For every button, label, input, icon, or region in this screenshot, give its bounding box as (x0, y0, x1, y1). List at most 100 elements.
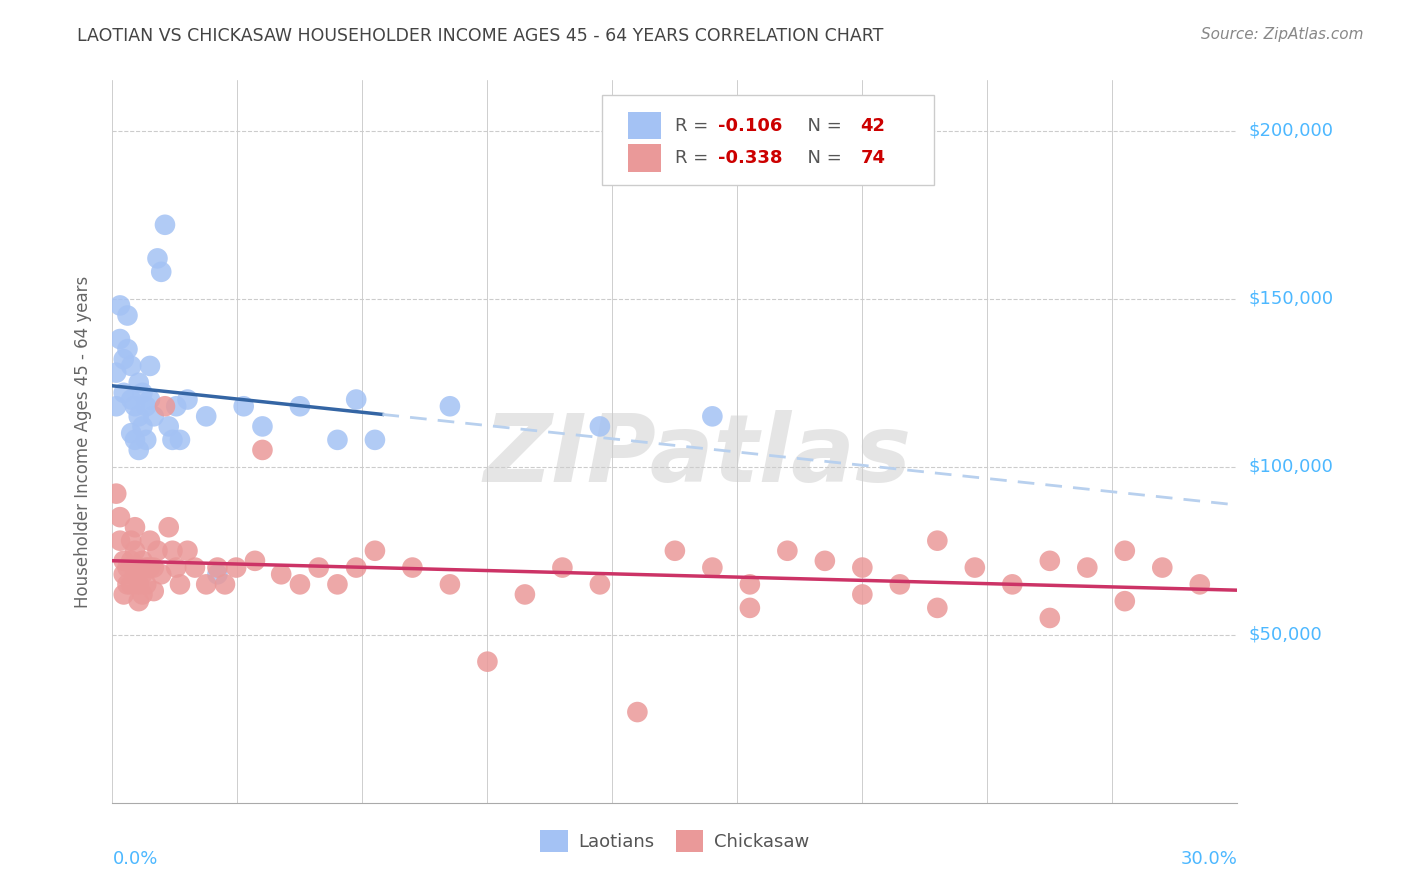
Text: N =: N = (796, 149, 848, 167)
Point (105, 366, 128, 380)
Point (169, 433, 191, 447)
Point (131, 554, 153, 568)
Text: 30.0%: 30.0% (1181, 850, 1237, 868)
Point (120, 577, 142, 591)
Point (135, 577, 157, 591)
Point (963, 560, 986, 574)
Point (124, 433, 146, 447)
Point (513, 587, 536, 601)
Point (176, 543, 198, 558)
Point (131, 419, 153, 434)
Point (1114, 543, 1136, 558)
Text: $50,000: $50,000 (1249, 626, 1322, 644)
Point (142, 409, 165, 424)
Point (288, 399, 311, 413)
Point (117, 560, 139, 574)
Text: R =: R = (675, 117, 714, 135)
Point (128, 442, 150, 457)
Text: Source: ZipAtlas.com: Source: ZipAtlas.com (1201, 27, 1364, 42)
Legend: Laotians, Chickasaw: Laotians, Chickasaw (533, 822, 817, 859)
Point (664, 543, 686, 558)
Text: -0.338: -0.338 (717, 149, 782, 167)
Point (112, 352, 135, 367)
Point (112, 567, 135, 582)
Point (128, 577, 150, 591)
Point (120, 533, 142, 548)
Point (344, 560, 367, 574)
Point (142, 560, 165, 574)
Point (326, 577, 349, 591)
Point (270, 567, 292, 582)
Point (124, 543, 146, 558)
Point (1039, 611, 1062, 625)
Point (117, 342, 139, 356)
Point (157, 520, 180, 534)
Point (153, 399, 176, 413)
Point (108, 510, 131, 524)
Point (1114, 594, 1136, 608)
Point (589, 419, 612, 434)
Text: 42: 42 (860, 117, 886, 135)
Point (120, 426, 142, 441)
Point (243, 554, 266, 568)
Point (308, 560, 330, 574)
Point (477, 655, 499, 669)
Point (184, 560, 207, 574)
Point (232, 399, 254, 413)
Point (157, 419, 180, 434)
Point (927, 600, 949, 615)
Point (162, 543, 184, 558)
Text: -0.106: -0.106 (717, 117, 782, 135)
Point (702, 409, 724, 424)
Point (738, 600, 761, 615)
Text: $200,000: $200,000 (1249, 121, 1333, 140)
FancyBboxPatch shape (602, 95, 934, 185)
Point (131, 567, 153, 582)
Text: $150,000: $150,000 (1249, 290, 1333, 308)
Point (139, 359, 162, 373)
Point (131, 385, 153, 400)
Point (135, 433, 157, 447)
Point (214, 577, 236, 591)
Point (702, 560, 724, 574)
Point (889, 577, 911, 591)
Point (252, 442, 274, 457)
Point (146, 252, 169, 266)
Point (150, 265, 173, 279)
Point (117, 577, 139, 591)
Point (139, 533, 162, 548)
Point (176, 392, 198, 407)
Point (207, 560, 229, 574)
Point (207, 567, 229, 582)
Point (117, 309, 139, 323)
Point (1076, 560, 1098, 574)
Point (146, 543, 169, 558)
Point (131, 587, 153, 601)
Point (139, 392, 162, 407)
Point (165, 560, 187, 574)
Text: LAOTIAN VS CHICKASAW HOUSEHOLDER INCOME AGES 45 - 64 YEARS CORRELATION CHART: LAOTIAN VS CHICKASAW HOUSEHOLDER INCOME … (77, 27, 884, 45)
Text: ZIPatlas: ZIPatlas (484, 410, 911, 502)
Point (162, 433, 184, 447)
Point (738, 577, 761, 591)
Point (814, 554, 837, 568)
Point (112, 385, 135, 400)
Point (195, 409, 218, 424)
Point (851, 587, 873, 601)
Point (551, 560, 574, 574)
Point (108, 332, 131, 346)
Point (1152, 560, 1174, 574)
Point (776, 543, 799, 558)
Point (1188, 577, 1211, 591)
Text: N =: N = (796, 117, 848, 135)
Point (139, 560, 162, 574)
Point (252, 419, 274, 434)
Point (225, 560, 247, 574)
FancyBboxPatch shape (627, 145, 661, 172)
Point (128, 409, 150, 424)
Point (364, 433, 387, 447)
Point (120, 554, 142, 568)
Point (326, 433, 349, 447)
Text: R =: R = (675, 149, 714, 167)
Point (142, 584, 165, 599)
